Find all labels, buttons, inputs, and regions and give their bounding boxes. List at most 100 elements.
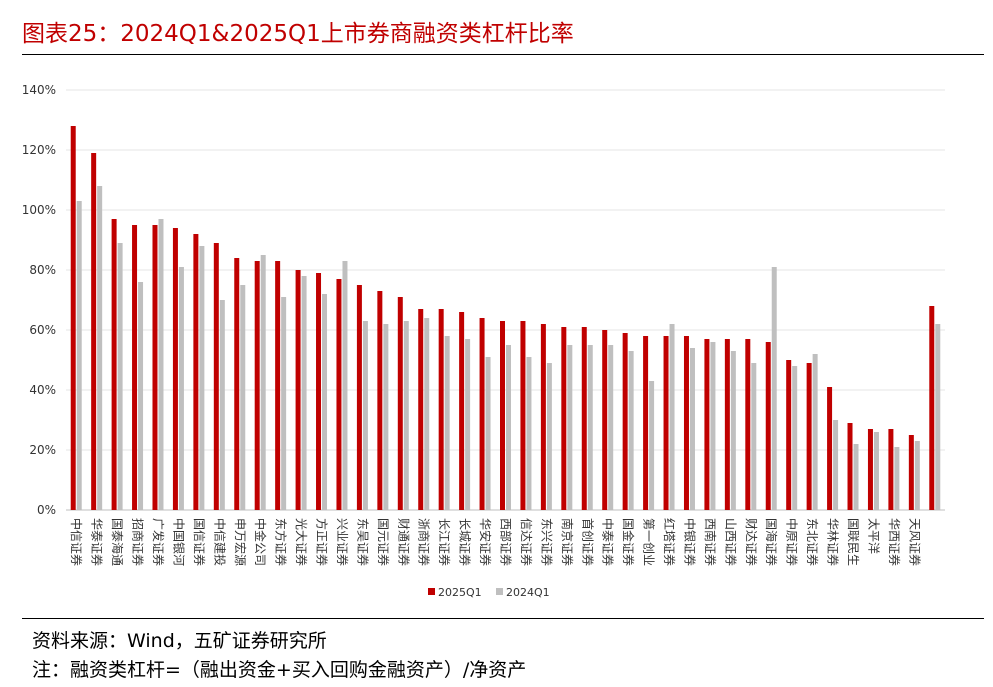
rule: [22, 54, 984, 55]
x-tick-label: 国海证券: [764, 518, 779, 566]
bar: [336, 279, 342, 510]
chart-title: 图表25：2024Q1&2025Q1上市券商融资类杠杆比率: [22, 21, 574, 47]
bar: [628, 351, 634, 510]
bar: [602, 330, 608, 510]
x-tick-label: 光大证券: [294, 518, 309, 566]
bar: [765, 342, 771, 510]
bar: [97, 186, 103, 510]
bar: [587, 345, 593, 510]
bar: [792, 366, 798, 510]
x-tick-label: 太平洋: [866, 518, 881, 554]
bar: [827, 387, 833, 510]
bar: [178, 267, 184, 510]
bar: [873, 432, 879, 510]
y-tick-label: 120%: [22, 143, 56, 157]
bar: [254, 261, 260, 510]
bar: [914, 441, 920, 510]
bar: [561, 327, 567, 510]
y-tick-label: 140%: [22, 83, 56, 97]
x-tick-label: 华泰证券: [90, 518, 105, 566]
x-tick-label: 兴业证券: [335, 518, 350, 566]
bar: [138, 282, 144, 510]
note: 注：融资类杠杆=（融出资金+买入回购金融资产）/净资产: [32, 659, 527, 681]
bar: [730, 351, 736, 510]
bar: [847, 423, 853, 510]
bar: [234, 258, 240, 510]
bar: [132, 225, 138, 510]
bar: [362, 321, 368, 510]
bar: [812, 354, 818, 510]
x-tick-label: 招商证券: [131, 518, 146, 566]
bar: [929, 306, 935, 510]
bar: [219, 300, 225, 510]
bar: [546, 363, 552, 510]
bar: [724, 339, 730, 510]
bar: [322, 294, 328, 510]
bar: [485, 357, 491, 510]
bar: [70, 126, 76, 510]
x-tick-label: 天风证券: [907, 518, 922, 566]
x-tick-label: 红塔证券: [662, 518, 677, 566]
bar: [465, 339, 471, 510]
bar: [76, 201, 82, 510]
bar: [240, 285, 246, 510]
bar: [771, 267, 777, 510]
legend-swatch: [496, 588, 503, 595]
bar: [213, 243, 219, 510]
bar: [806, 363, 812, 510]
x-tick-label: 中信证券: [69, 518, 84, 566]
bar: [281, 297, 287, 510]
bar: [643, 336, 649, 510]
x-tick-label: 长江证券: [437, 518, 452, 566]
x-tick-label: 中原证券: [785, 518, 800, 566]
bar: [704, 339, 710, 510]
bar: [622, 333, 628, 510]
x-tick-label: 第一创业: [642, 518, 656, 566]
bar: [438, 309, 444, 510]
bar: [908, 435, 914, 510]
bar: [867, 429, 873, 510]
y-tick-label: 20%: [29, 443, 56, 457]
bar: [581, 327, 587, 510]
bar: [418, 309, 424, 510]
x-tick-label: 浙商证券: [417, 518, 432, 566]
x-tick-label: 东兴证券: [539, 518, 554, 566]
bar: [751, 363, 757, 510]
bar: [403, 321, 409, 510]
x-tick-label: 西部证券: [499, 518, 514, 566]
bar: [301, 276, 307, 510]
bar: [117, 243, 123, 510]
x-tick-label: 申万宏源: [233, 518, 248, 566]
x-tick-label: 东北证券: [805, 518, 820, 566]
bar: [356, 285, 362, 510]
x-tick-label: 广发证券: [151, 518, 166, 566]
bar: [275, 261, 281, 510]
bar: [689, 348, 695, 510]
y-tick-label: 40%: [29, 383, 56, 397]
bar: [540, 324, 546, 510]
legend-label: 2025Q1: [438, 586, 482, 599]
bar: [172, 228, 178, 510]
bar: [316, 273, 322, 510]
bar: [377, 291, 383, 510]
bar: [526, 357, 532, 510]
y-tick-label: 60%: [29, 323, 56, 337]
x-tick-label: 东吴证券: [355, 518, 370, 566]
legend-label: 2024Q1: [506, 586, 550, 599]
bar: [649, 381, 655, 510]
x-tick-label: 长城证券: [458, 518, 473, 566]
bar: [745, 339, 751, 510]
bar: [935, 324, 941, 510]
bar: [342, 261, 348, 510]
x-tick-label: 华安证券: [478, 518, 493, 566]
x-tick-label: 中金公司: [253, 518, 268, 566]
bar: [295, 270, 301, 510]
x-tick-label: 中国银河: [171, 518, 186, 566]
x-tick-label: 国泰海通: [110, 518, 125, 566]
bar: [459, 312, 465, 510]
x-tick-label: 中银证券: [682, 518, 697, 566]
x-tick-label: 国联民生: [846, 518, 860, 566]
x-tick-label: 首创证券: [580, 518, 595, 566]
